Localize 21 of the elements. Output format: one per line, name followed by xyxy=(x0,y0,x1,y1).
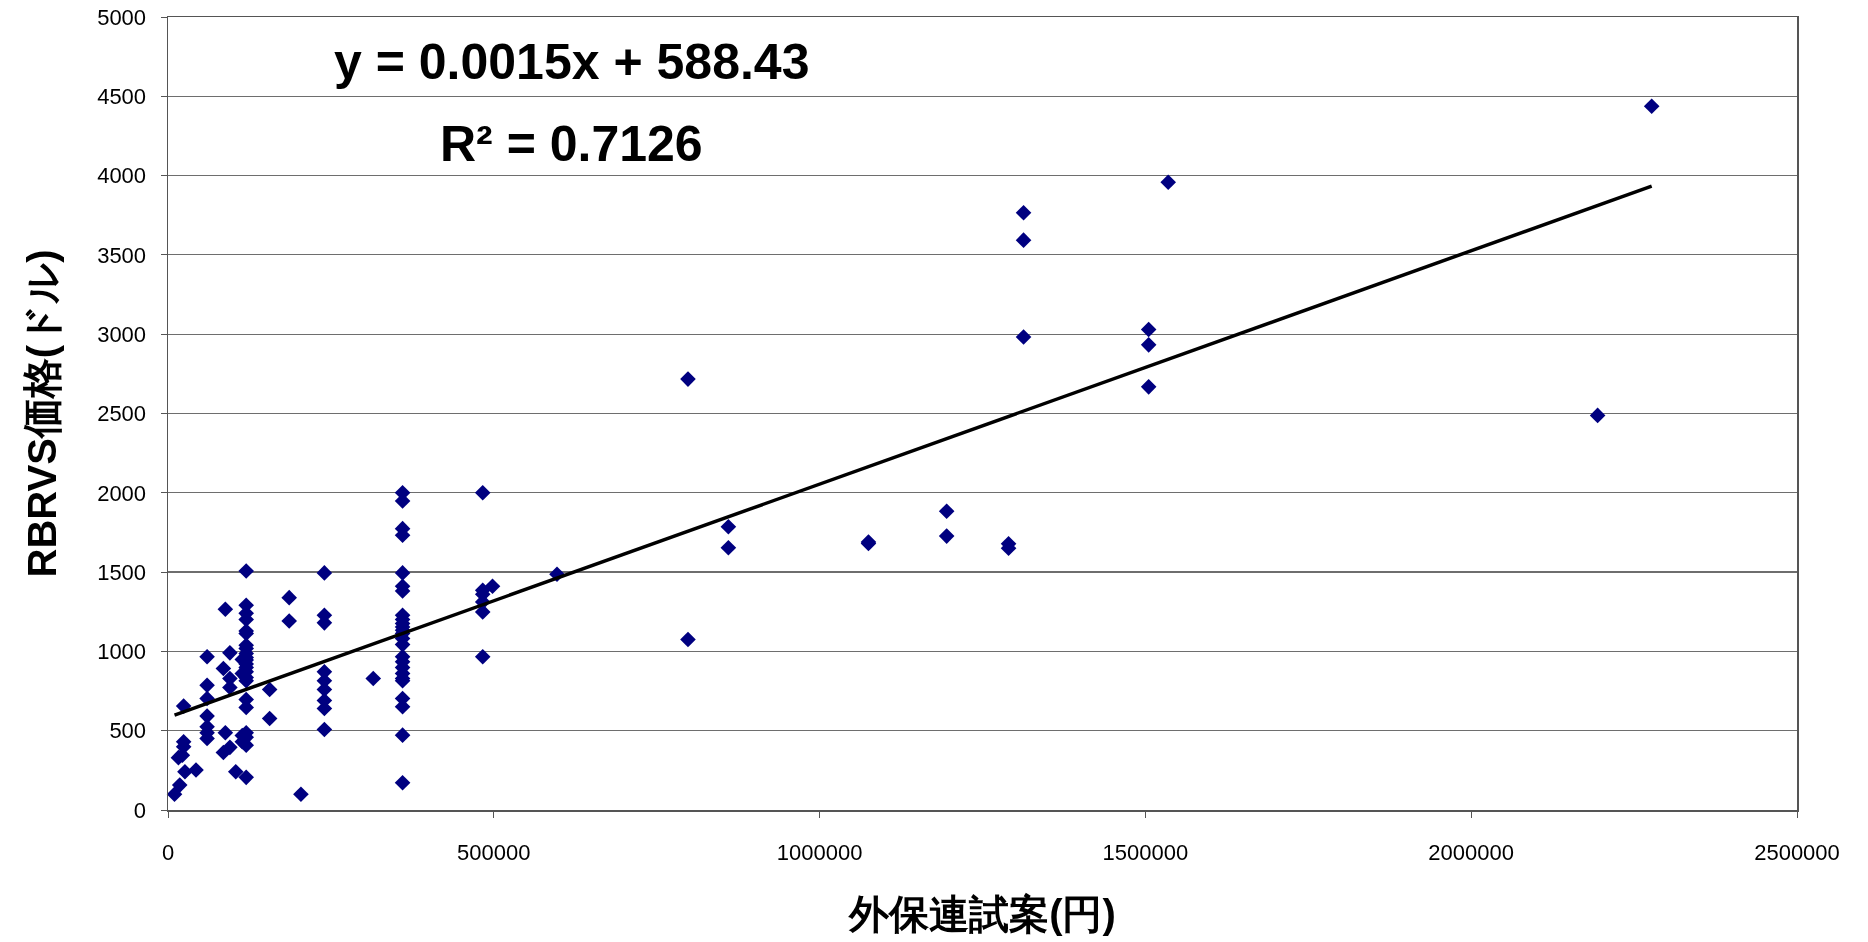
y-tick-label: 3000 xyxy=(97,321,147,347)
y-tick-label: 1500 xyxy=(97,559,147,585)
y-tick-label: 1000 xyxy=(97,639,147,665)
x-tick-label: 500000 xyxy=(457,839,531,865)
x-tick-label: 2000000 xyxy=(1428,839,1515,865)
x-tick-label: 0 xyxy=(161,839,175,865)
y-tick-label: 2500 xyxy=(97,401,147,427)
annotation: R² = 0.7126 xyxy=(440,116,703,172)
y-tick-label: 0 xyxy=(133,797,147,823)
y-tick-label: 500 xyxy=(109,718,147,744)
y-axis-title: RBRVS価格(ドル) xyxy=(19,249,64,578)
y-tick-label: 4000 xyxy=(97,163,147,189)
y-tick-label: 4500 xyxy=(97,84,147,109)
x-tick-label: 1000000 xyxy=(776,839,863,865)
x-axis-title: 外保連試案(円) xyxy=(848,892,1116,937)
x-tick-label: 1500000 xyxy=(1102,839,1189,865)
y-tick-label: 2000 xyxy=(97,480,147,506)
y-tick-label: 5000 xyxy=(97,4,147,30)
annotation: y = 0.0015x + 588.43 xyxy=(334,34,810,90)
x-tick-label: 2500000 xyxy=(1754,839,1840,865)
y-tick-label: 3500 xyxy=(97,242,147,268)
